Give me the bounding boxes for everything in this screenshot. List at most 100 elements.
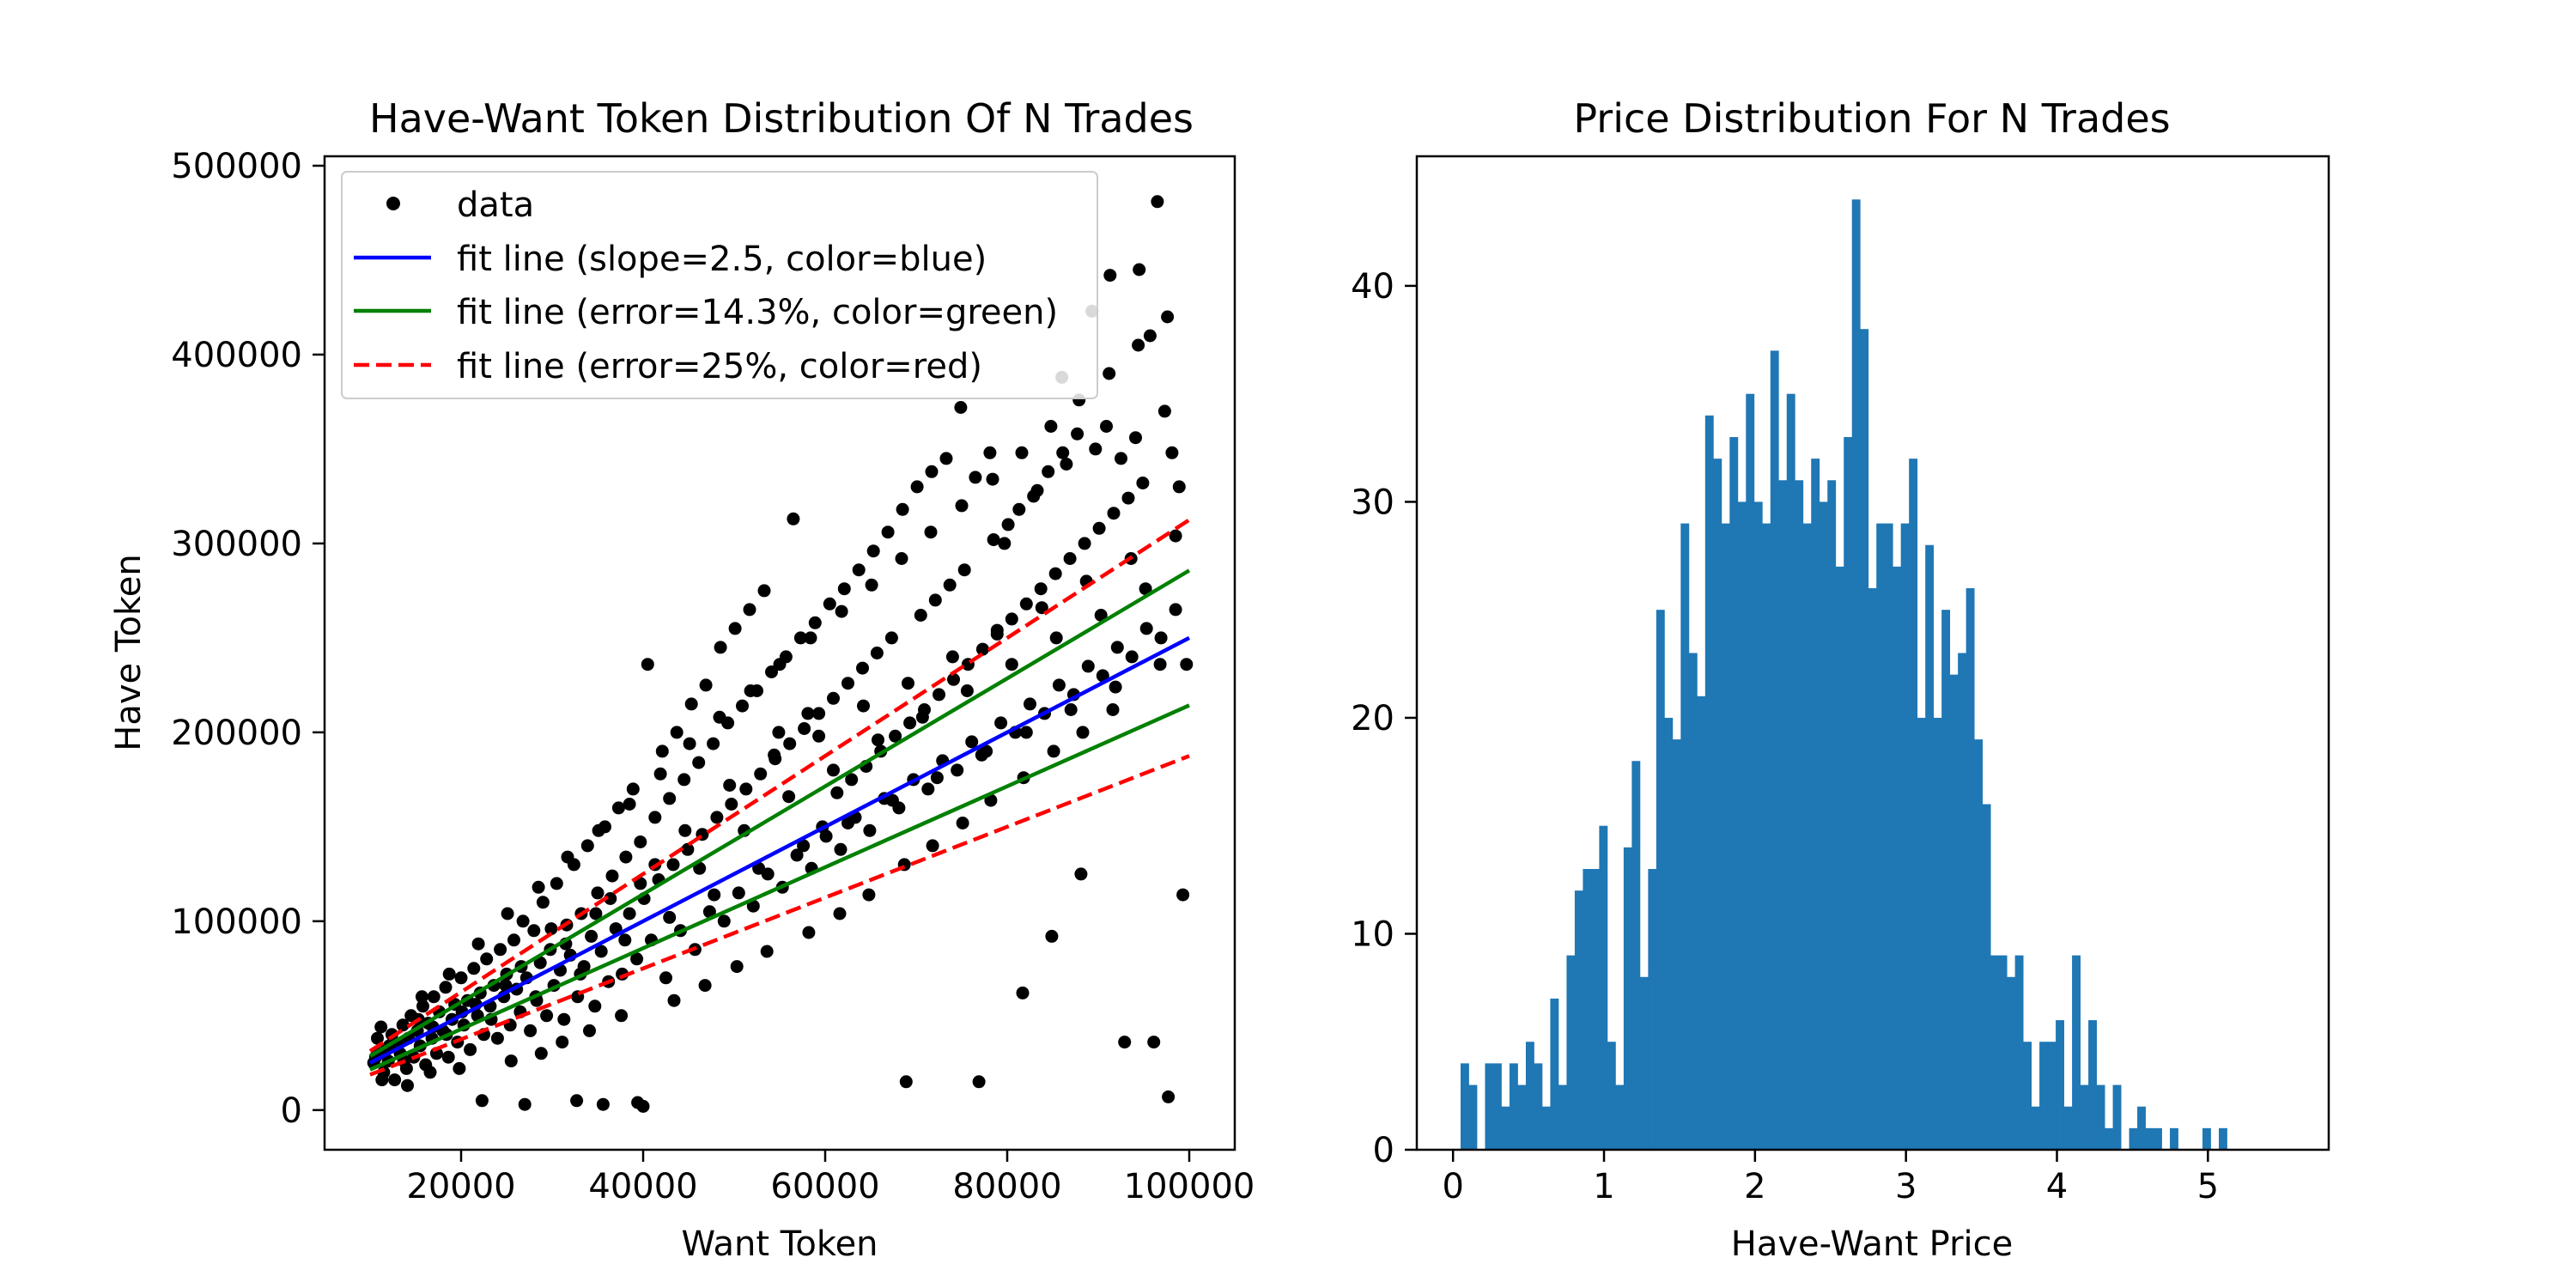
- scatter-point: [550, 877, 563, 890]
- scatter-point: [708, 888, 721, 902]
- scatter-point: [619, 850, 633, 864]
- scatter-point: [1064, 703, 1078, 716]
- histogram-bar: [2056, 1020, 2064, 1150]
- scatter-point: [830, 786, 844, 799]
- y-tick-label: 40: [1351, 267, 1394, 307]
- histogram-bar: [1485, 1063, 1494, 1150]
- scatter-point: [899, 1075, 913, 1089]
- scatter-point: [1153, 658, 1167, 671]
- y-tick-label: 30: [1351, 483, 1394, 522]
- histogram-bar: [1876, 523, 1886, 1150]
- scatter-point: [501, 907, 514, 920]
- histogram-bar: [2088, 1020, 2097, 1150]
- scatter-point: [972, 1075, 986, 1089]
- histogram-bar: [2007, 976, 2016, 1150]
- legend-label-red-fit: fit line (error=25%, color=red): [457, 347, 982, 386]
- scatter-point: [1139, 582, 1152, 596]
- scatter-point: [507, 933, 520, 947]
- scatter-point: [1161, 310, 1175, 324]
- scatter-point: [605, 869, 619, 883]
- scatter-point: [984, 793, 998, 807]
- scatter-point: [793, 631, 807, 645]
- scatter-point: [1169, 603, 1182, 617]
- scatter-point: [1165, 446, 1179, 459]
- scatter-point: [1047, 744, 1060, 758]
- scatter-x-axis: 20000 40000 60000 80000 100000: [406, 1150, 1255, 1206]
- scatter-point: [1056, 446, 1070, 459]
- scatter-point: [1115, 452, 1127, 465]
- scatter-point: [1180, 658, 1194, 671]
- histogram-bar: [1713, 459, 1722, 1150]
- scatter-point: [752, 861, 766, 875]
- scatter-point: [1089, 442, 1103, 456]
- scatter-point: [707, 737, 720, 750]
- histogram-bar: [1623, 847, 1632, 1150]
- histogram-x-axis-label: Have-Want Price: [1731, 1224, 2014, 1264]
- histogram-bar: [1566, 955, 1576, 1150]
- histogram-x-axis: 0 1 2 3 4 5: [1442, 1150, 2219, 1206]
- fit-line: [369, 703, 1190, 1072]
- scatter-point: [374, 1020, 388, 1034]
- scatter-point: [1015, 446, 1029, 459]
- scatter-point: [990, 623, 1004, 637]
- scatter-point: [710, 811, 724, 824]
- scatter-point: [1176, 888, 1190, 902]
- scatter-point: [951, 763, 964, 777]
- legend-label-blue-fit: fit line (slope=2.5, color=blue): [457, 240, 987, 279]
- scatter-point: [801, 707, 815, 720]
- scatter-point: [798, 722, 811, 735]
- scatter-point: [1019, 726, 1033, 739]
- histogram-bar: [1697, 696, 1706, 1150]
- histogram-bar: [1965, 588, 1975, 1150]
- scatter-point: [524, 1024, 538, 1037]
- scatter-point: [743, 603, 756, 617]
- scatter-point: [678, 823, 692, 837]
- scatter-point: [480, 952, 494, 966]
- scatter-point: [1094, 609, 1108, 622]
- scatter-point: [490, 1031, 504, 1045]
- scatter-point: [943, 578, 957, 592]
- scatter-point: [540, 1009, 554, 1023]
- scatter-point: [947, 672, 960, 686]
- y-tick-label: 20: [1351, 699, 1394, 738]
- scatter-point: [744, 684, 757, 697]
- histogram-bar: [1802, 523, 1812, 1150]
- legend-label-data: data: [457, 185, 534, 225]
- scatter-point: [728, 622, 742, 635]
- scatter-point: [790, 848, 804, 862]
- scatter-point: [862, 888, 876, 902]
- y-tick-label: 200000: [171, 714, 302, 753]
- scatter-point: [994, 716, 1008, 730]
- histogram-bar: [1590, 869, 1600, 1150]
- scatter-point: [865, 578, 878, 592]
- scatter-point: [812, 729, 826, 743]
- scatter-point: [1005, 612, 1018, 626]
- scatter-point: [653, 767, 667, 781]
- scatter-point: [641, 658, 654, 671]
- scatter-point: [623, 798, 636, 811]
- scatter-point: [1049, 631, 1063, 645]
- scatter-point: [471, 937, 485, 951]
- scatter-point: [987, 533, 1000, 546]
- scatter-point: [1162, 1090, 1176, 1103]
- scatter-point: [467, 962, 481, 975]
- scatter-point: [1063, 552, 1077, 565]
- histogram-bar: [1631, 761, 1641, 1150]
- histogram-y-axis: 0 10 20 30 40: [1351, 267, 1417, 1170]
- scatter-point: [618, 933, 632, 947]
- histogram-bar: [1958, 653, 1967, 1150]
- fit-lines: [368, 518, 1191, 1077]
- scatter-point: [889, 729, 902, 743]
- scatter-point: [841, 677, 854, 690]
- scatter-point: [1125, 650, 1139, 664]
- scatter-point: [782, 790, 796, 804]
- scatter-point: [1044, 420, 1058, 433]
- histogram-bar: [1648, 869, 1657, 1150]
- scatter-point: [532, 880, 545, 894]
- histogram-bar: [1900, 523, 1910, 1150]
- scatter-point: [1035, 601, 1048, 615]
- scatter-point: [760, 945, 774, 958]
- scatter-point: [808, 616, 822, 629]
- scatter-point: [570, 1094, 584, 1108]
- legend-box: [341, 171, 1098, 399]
